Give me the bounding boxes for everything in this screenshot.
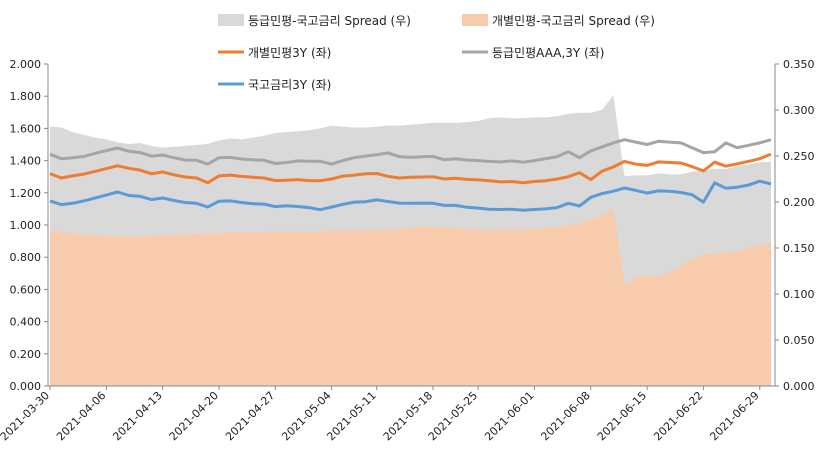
legend-swatch [218, 14, 244, 26]
right-tick-label: 0.000 [783, 380, 815, 393]
legend-label: 개별민평-국고금리 Spread (우) [492, 14, 655, 28]
line-series-4 [49, 179, 772, 212]
x-tick-label: 2021-03-30 [0, 389, 52, 443]
right-tick-label: 0.150 [783, 242, 815, 255]
legend-item: 등급민평-국고금리 Spread (우) [218, 14, 411, 28]
legend-label: 등급민평-국고금리 Spread (우) [248, 14, 411, 28]
line-series [49, 138, 772, 212]
legend-item: 개별민평3Y (좌) [218, 46, 331, 60]
left-tick-label: 1.200 [10, 187, 42, 200]
legend-item: 국고금리3Y (좌) [218, 78, 331, 92]
legend-label: 개별민평3Y (좌) [248, 46, 331, 60]
left-tick-label: 0.200 [10, 348, 42, 361]
legend: 등급민평-국고금리 Spread (우) 개별민평-국고금리 Spread (우)… [218, 14, 655, 92]
left-tick-label: 1.400 [10, 155, 42, 168]
right-tick-label: 0.250 [783, 150, 815, 163]
line-series-3 [49, 138, 772, 166]
left-tick-label: 1.800 [10, 90, 42, 103]
x-tick-label: 2021-04-13 [110, 389, 164, 443]
x-tick-label: 2021-06-29 [707, 389, 761, 443]
line-series-2 [49, 152, 772, 185]
right-tick-label: 0.200 [783, 196, 815, 209]
x-tick-label: 2021-06-22 [651, 389, 705, 443]
right-tick-label: 0.300 [783, 104, 815, 117]
x-tick-label: 2021-04-20 [167, 389, 221, 443]
legend-item: 개별민평-국고금리 Spread (우) [462, 14, 655, 28]
left-tick-label: 1.600 [10, 122, 42, 135]
x-tick-label: 2021-04-06 [54, 389, 108, 443]
legend-swatch [462, 14, 488, 26]
legend-label: 등급민평AAA,3Y (좌) [492, 46, 604, 60]
left-tick-label: 0.000 [10, 380, 42, 393]
right-tick-label: 0.350 [783, 58, 815, 71]
right-tick-label: 0.100 [783, 288, 815, 301]
left-tick-label: 2.000 [10, 58, 42, 71]
legend-item: 등급민평AAA,3Y (좌) [462, 46, 604, 60]
legend-label: 국고금리3Y (좌) [248, 78, 331, 92]
x-tick-label: 2021-06-15 [595, 389, 649, 443]
left-tick-label: 0.600 [10, 283, 42, 296]
area-series-1 [50, 208, 771, 386]
right-tick-label: 0.050 [783, 334, 815, 347]
x-tick-label: 2021-06-01 [482, 389, 536, 443]
x-tick-label: 2021-06-08 [538, 389, 592, 443]
x-tick-label: 2021-04-27 [223, 389, 277, 443]
left-tick-label: 0.800 [10, 251, 42, 264]
area-series [50, 95, 771, 387]
left-tick-label: 0.400 [10, 316, 42, 329]
left-tick-label: 1.000 [10, 219, 42, 232]
